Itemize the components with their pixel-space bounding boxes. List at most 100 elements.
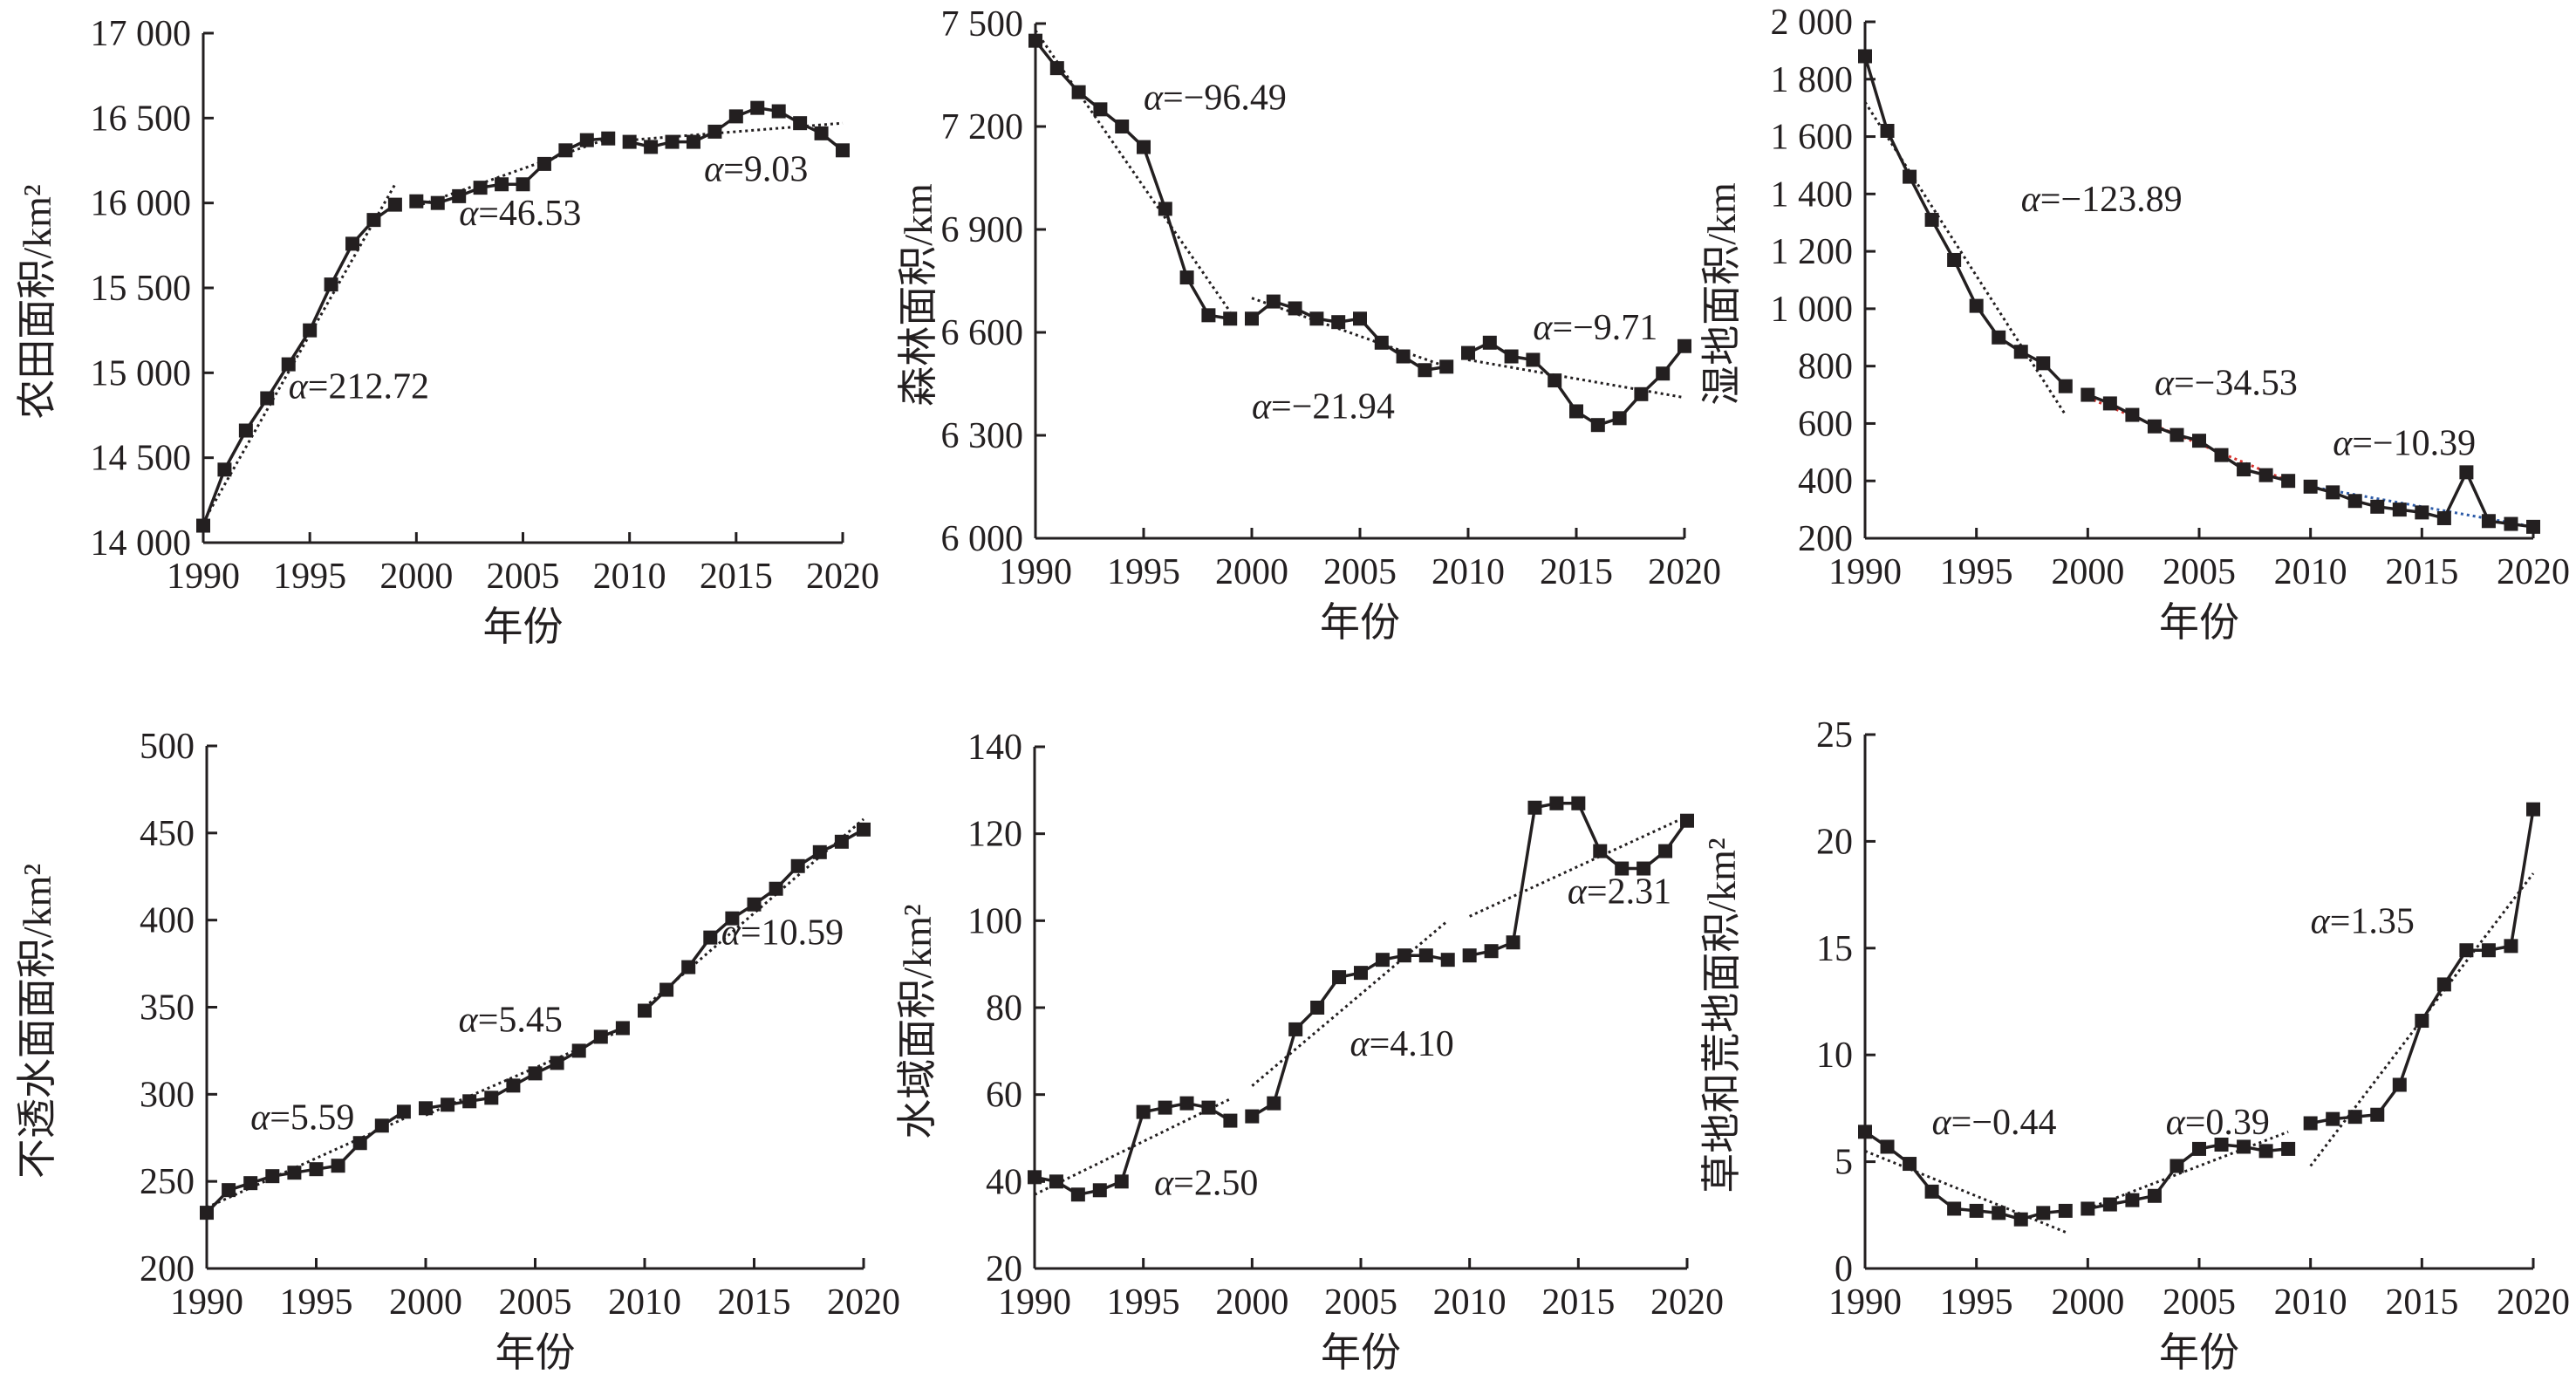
y-tick-label: 600 bbox=[1798, 404, 1853, 444]
data-point bbox=[812, 844, 827, 859]
data-point bbox=[516, 177, 530, 192]
alpha-symbol: α bbox=[459, 194, 479, 234]
data-point bbox=[1266, 294, 1281, 309]
x-tick-label: 2010 bbox=[608, 1282, 681, 1323]
data-point bbox=[1680, 813, 1694, 828]
x-tick-label: 1990 bbox=[167, 557, 240, 597]
alpha-annotation: α=9.03 bbox=[704, 149, 808, 189]
data-point bbox=[345, 236, 360, 251]
chart-panel-3: 200 400 600 800 1 000 1 200 1 400 1 600 1 800 2 0… bbox=[1699, 3, 2570, 645]
alpha-annotation: α=−96.49 bbox=[1144, 78, 1287, 118]
data-point bbox=[1903, 1157, 1917, 1172]
data-point bbox=[1396, 349, 1411, 364]
data-point bbox=[1049, 61, 1064, 76]
data-point bbox=[1223, 311, 1238, 326]
y-tick-label: 140 bbox=[967, 728, 1022, 768]
alpha-symbol: α bbox=[2021, 180, 2041, 220]
data-point bbox=[1969, 298, 1984, 313]
data-point bbox=[2013, 345, 2028, 359]
chart-panel-4: 200 250 300 350 400 450 500 1990 1995 2000 2005 201… bbox=[15, 727, 900, 1375]
data-point bbox=[1179, 1096, 1194, 1111]
x-tick-label: 2020 bbox=[827, 1282, 900, 1323]
data-point bbox=[200, 1206, 214, 1220]
y-tick-label: 17 000 bbox=[91, 14, 192, 54]
y-tick-label: 250 bbox=[140, 1162, 195, 1202]
data-point bbox=[1947, 1201, 1962, 1216]
data-point bbox=[2214, 448, 2229, 462]
data-point bbox=[2258, 468, 2273, 482]
data-point bbox=[196, 518, 210, 533]
y-axis-label: 草地和荒地面积/km² bbox=[1699, 838, 1744, 1193]
data-point bbox=[1158, 1100, 1172, 1115]
y-tick-label: 0 bbox=[1835, 1249, 1853, 1289]
alpha-symbol: α bbox=[704, 149, 724, 189]
x-tick-label: 1990 bbox=[1828, 1282, 1902, 1323]
data-point bbox=[1858, 1125, 1872, 1139]
data-point bbox=[665, 134, 680, 149]
y-tick-label: 16 000 bbox=[91, 184, 192, 224]
data-point bbox=[638, 1003, 652, 1018]
data-point bbox=[769, 881, 783, 896]
x-tick-label: 1995 bbox=[280, 1282, 353, 1323]
data-point bbox=[2370, 1107, 2385, 1122]
y-tick-label: 10 bbox=[1816, 1036, 1853, 1076]
data-point bbox=[1440, 953, 1455, 967]
alpha-value: =10.59 bbox=[741, 913, 844, 954]
data-point bbox=[1880, 1139, 1895, 1154]
alpha-symbol: α bbox=[1252, 386, 1272, 427]
data-point bbox=[686, 134, 700, 149]
x-tick-label: 1990 bbox=[1828, 552, 1902, 592]
data-point bbox=[1049, 1174, 1063, 1189]
data-point bbox=[2125, 1193, 2140, 1207]
data-point bbox=[725, 911, 740, 926]
data-point bbox=[2237, 462, 2251, 477]
trend-line-1 bbox=[202, 183, 397, 523]
y-tick-label: 200 bbox=[140, 1249, 195, 1289]
data-point bbox=[2392, 1077, 2407, 1092]
y-tick-label: 800 bbox=[1798, 347, 1853, 387]
y-tick-label: 5 bbox=[1835, 1143, 1853, 1183]
y-tick-label: 6 600 bbox=[941, 313, 1024, 353]
series-line-segment-1 bbox=[1864, 1130, 2066, 1221]
y-tick-label: 6 000 bbox=[941, 519, 1024, 559]
y-tick-label: 350 bbox=[140, 988, 195, 1029]
data-point bbox=[1201, 308, 1216, 323]
data-point bbox=[2481, 514, 2496, 529]
alpha-symbol: α bbox=[1533, 308, 1553, 348]
data-point bbox=[2036, 1206, 2051, 1220]
data-point bbox=[222, 1183, 236, 1198]
data-point bbox=[1070, 1187, 1085, 1202]
alpha-symbol: α bbox=[2155, 364, 2175, 404]
data-point bbox=[331, 1159, 345, 1173]
alpha-value: =2.50 bbox=[1173, 1163, 1258, 1203]
data-point bbox=[2392, 503, 2407, 517]
data-point bbox=[528, 1066, 543, 1081]
data-point bbox=[419, 1101, 433, 1116]
alpha-symbol: α bbox=[1568, 872, 1588, 912]
data-point bbox=[1028, 1170, 1042, 1185]
data-point bbox=[1590, 418, 1605, 433]
alpha-value: =−0.44 bbox=[1951, 1103, 2057, 1143]
x-tick-label: 2015 bbox=[1541, 1282, 1615, 1323]
data-point bbox=[1634, 386, 1649, 401]
data-point bbox=[615, 1021, 630, 1036]
data-point bbox=[1310, 1001, 1325, 1015]
y-tick-label: 14 000 bbox=[91, 523, 192, 564]
series-line-segment-3 bbox=[2310, 809, 2535, 1125]
alpha-symbol: α bbox=[250, 1097, 270, 1138]
x-axis-label: 年份 bbox=[483, 605, 564, 649]
trend-line-3 bbox=[2310, 485, 2534, 529]
data-point bbox=[601, 131, 616, 146]
y-tick-label: 14 500 bbox=[91, 439, 192, 479]
alpha-symbol: α bbox=[1350, 1024, 1370, 1064]
y-tick-label: 120 bbox=[967, 815, 1022, 855]
x-tick-label: 2020 bbox=[2497, 1282, 2570, 1323]
y-tick-label: 15 500 bbox=[91, 269, 192, 309]
y-axis-label: 湿地面积/km bbox=[1699, 182, 1744, 406]
x-axis-label: 年份 bbox=[2159, 1330, 2239, 1375]
data-point bbox=[1677, 338, 1691, 353]
trend-line-3 bbox=[1467, 358, 1685, 400]
data-point bbox=[1992, 330, 2006, 345]
y-tick-label: 25 bbox=[1816, 715, 1853, 756]
data-point bbox=[747, 897, 762, 912]
